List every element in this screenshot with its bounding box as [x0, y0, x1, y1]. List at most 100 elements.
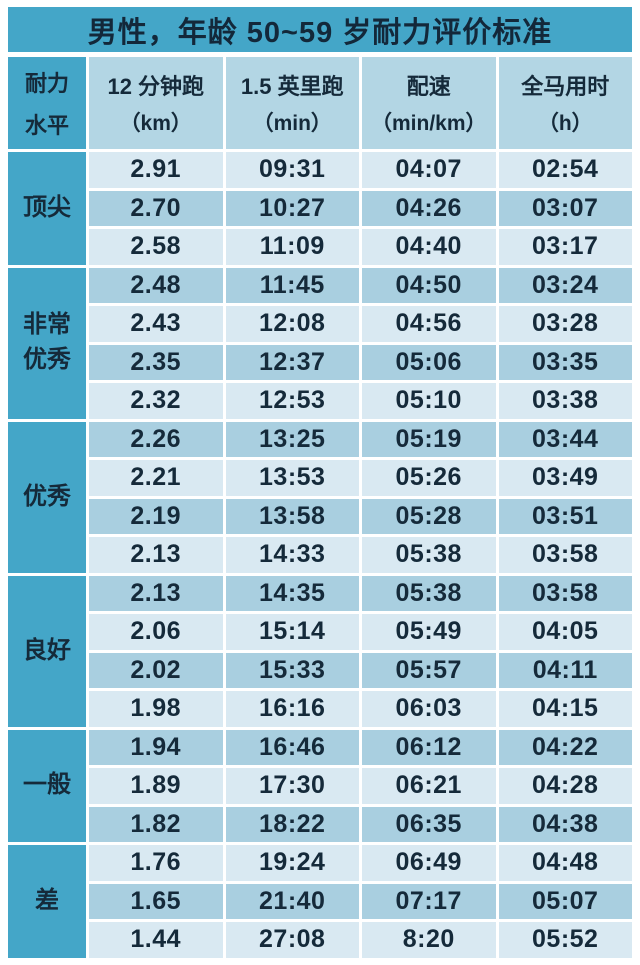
value-cell: 05:49 — [362, 614, 496, 650]
value-cell: 05:19 — [362, 421, 496, 457]
value-cell: 03:49 — [498, 460, 632, 496]
value-cell: 17:30 — [225, 768, 359, 804]
value-cell: 10:27 — [225, 190, 359, 226]
value-cell: 13:25 — [225, 421, 359, 457]
level-cell: 差 — [8, 845, 86, 958]
value-cell: 12:37 — [225, 344, 359, 380]
value-cell: 05:06 — [362, 344, 496, 380]
value-cell: 2.13 — [89, 575, 223, 611]
value-cell: 21:40 — [225, 883, 359, 919]
value-cell: 2.91 — [89, 152, 223, 188]
value-cell: 2.02 — [89, 652, 223, 688]
value-cell: 03:51 — [498, 498, 632, 534]
value-cell: 03:28 — [498, 306, 632, 342]
column-header: 全马用时 （h） — [498, 57, 632, 149]
level-cell: 非常 优秀 — [8, 267, 86, 419]
column-header: 1.5 英里跑 （min） — [225, 57, 359, 149]
value-cell: 04:48 — [498, 845, 632, 881]
value-cell: 03:44 — [498, 421, 632, 457]
value-cell: 03:58 — [498, 575, 632, 611]
level-cell: 一般 — [8, 729, 86, 842]
value-cell: 1.94 — [89, 729, 223, 765]
value-cell: 03:35 — [498, 344, 632, 380]
column-header-unit: （min） — [252, 112, 332, 135]
value-cell: 04:22 — [498, 729, 632, 765]
value-cell: 04:05 — [498, 614, 632, 650]
value-cell: 03:24 — [498, 267, 632, 303]
value-cell: 2.43 — [89, 306, 223, 342]
value-cell: 2.35 — [89, 344, 223, 380]
value-cell: 05:38 — [362, 537, 496, 573]
column-header: 12 分钟跑 （km） — [89, 57, 223, 149]
value-cell: 06:12 — [362, 729, 496, 765]
value-cell: 06:35 — [362, 806, 496, 842]
value-cell: 2.19 — [89, 498, 223, 534]
value-cell: 2.13 — [89, 537, 223, 573]
value-cell: 04:26 — [362, 190, 496, 226]
value-cell: 04:28 — [498, 768, 632, 804]
value-cell: 04:15 — [498, 691, 632, 727]
column-header: 配速 （min/km） — [362, 57, 496, 149]
value-cell: 04:11 — [498, 652, 632, 688]
value-cell: 16:16 — [225, 691, 359, 727]
value-cell: 05:57 — [362, 652, 496, 688]
value-cell: 1.98 — [89, 691, 223, 727]
column-header-name: 12 分钟跑 — [107, 74, 205, 99]
value-cell: 03:38 — [498, 383, 632, 419]
column-header-unit: （h） — [537, 112, 593, 135]
value-cell: 1.76 — [89, 845, 223, 881]
value-cell: 2.70 — [89, 190, 223, 226]
level-cell: 优秀 — [8, 421, 86, 573]
value-cell: 2.26 — [89, 421, 223, 457]
value-cell: 1.65 — [89, 883, 223, 919]
value-cell: 05:28 — [362, 498, 496, 534]
value-cell: 04:50 — [362, 267, 496, 303]
value-cell: 2.58 — [89, 229, 223, 265]
value-cell: 05:07 — [498, 883, 632, 919]
value-cell: 12:08 — [225, 306, 359, 342]
value-cell: 2.06 — [89, 614, 223, 650]
value-cell: 11:45 — [225, 267, 359, 303]
value-cell: 13:53 — [225, 460, 359, 496]
value-cell: 11:09 — [225, 229, 359, 265]
value-cell: 04:56 — [362, 306, 496, 342]
value-cell: 2.32 — [89, 383, 223, 419]
value-cell: 02:54 — [498, 152, 632, 188]
value-cell: 1.44 — [89, 922, 223, 958]
level-header-line: 耐力 — [24, 71, 69, 97]
value-cell: 05:38 — [362, 575, 496, 611]
value-cell: 15:33 — [225, 652, 359, 688]
page-title: 男性，年龄 50~59 岁耐力评价标准 — [8, 7, 632, 52]
level-cell: 良好 — [8, 575, 86, 727]
value-cell: 05:10 — [362, 383, 496, 419]
value-cell: 03:17 — [498, 229, 632, 265]
value-cell: 05:26 — [362, 460, 496, 496]
value-cell: 16:46 — [225, 729, 359, 765]
column-header-unit: （km） — [119, 112, 192, 135]
column-header-unit: （min/km） — [370, 112, 487, 135]
level-cell: 顶尖 — [8, 152, 86, 265]
level-column-header: 耐力 水平 — [8, 57, 86, 149]
column-header-name: 1.5 英里跑 — [240, 74, 344, 99]
value-cell: 06:49 — [362, 845, 496, 881]
value-cell: 06:21 — [362, 768, 496, 804]
value-cell: 07:17 — [362, 883, 496, 919]
value-cell: 13:58 — [225, 498, 359, 534]
value-cell: 14:33 — [225, 537, 359, 573]
level-header-line: 水平 — [24, 112, 69, 138]
value-cell: 12:53 — [225, 383, 359, 419]
value-cell: 1.89 — [89, 768, 223, 804]
value-cell: 15:14 — [225, 614, 359, 650]
value-cell: 09:31 — [225, 152, 359, 188]
value-cell: 03:58 — [498, 537, 632, 573]
value-cell: 19:24 — [225, 845, 359, 881]
value-cell: 03:07 — [498, 190, 632, 226]
value-cell: 8:20 — [362, 922, 496, 958]
column-header-name: 配速 — [406, 74, 451, 99]
column-header-name: 全马用时 — [521, 74, 610, 99]
value-cell: 04:40 — [362, 229, 496, 265]
value-cell: 2.48 — [89, 267, 223, 303]
value-cell: 18:22 — [225, 806, 359, 842]
value-cell: 27:08 — [225, 922, 359, 958]
